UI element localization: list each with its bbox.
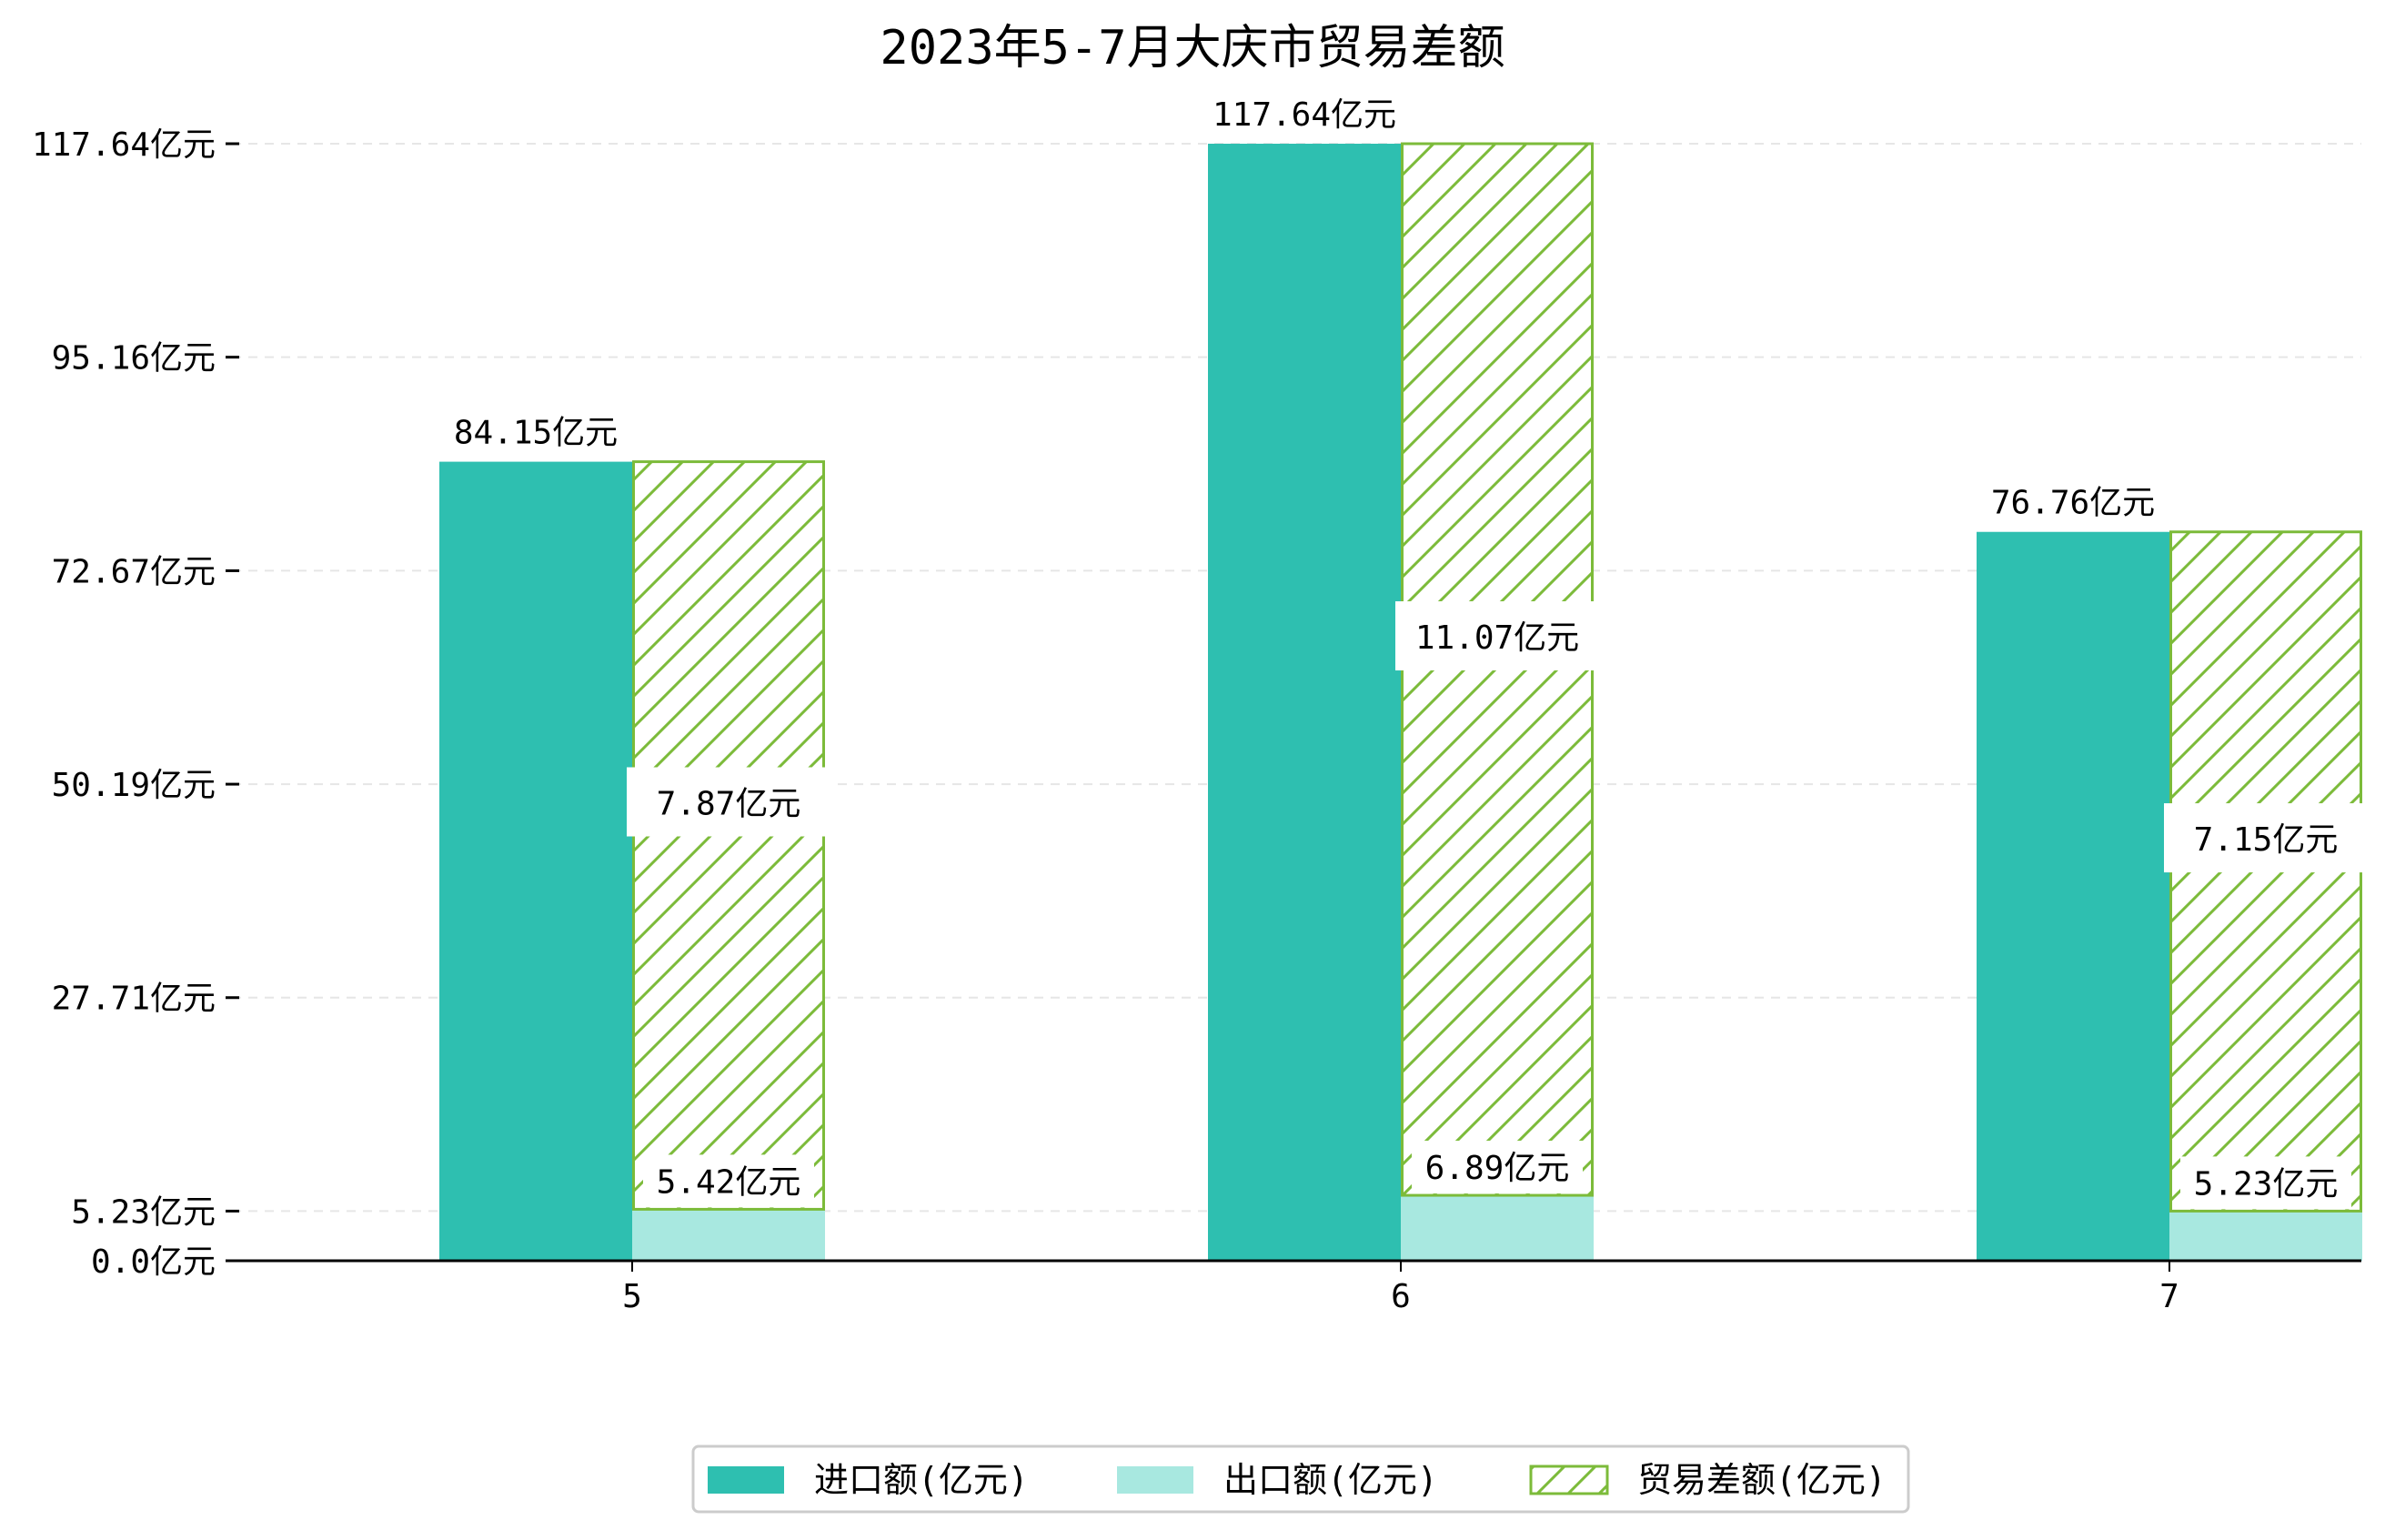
data-label-export: 5.42亿元 [657,1163,801,1201]
chart-title: 2023年5-7月大庆市贸易差额 [880,21,1504,75]
data-label-box [2180,1156,2351,1210]
bar-import [439,461,632,1261]
data-label-box [627,767,830,837]
data-label-balance: 7.15亿元 [2194,821,2339,859]
legend-label: 贸易差额(亿元) [1637,1460,1887,1500]
x-tick-label: 6 [1391,1278,1411,1315]
axes-layer: 0.0亿元 5.23亿元 27.71亿元 50.19亿元 72.67亿元 95.16亿元 1… [32,126,2361,1315]
y-tick-label: 0.0亿元 [91,1243,216,1281]
y-tick-label: 27.71亿元 [52,981,216,1018]
data-label-import: 117.64亿元 [1213,96,1396,134]
legend-label: 进口额(亿元) [814,1460,1029,1500]
bar-import [1208,144,1401,1261]
data-label-box [2164,803,2368,873]
legend-swatch [1529,1465,1609,1495]
legend-label: 出口额(亿元) [1223,1460,1438,1500]
labels-layer: 84.15亿元 5.42亿元 7.87亿元 117.64亿元 6.89亿元 11.07亿元… [454,96,2368,1210]
data-label-export: 5.23亿元 [2194,1165,2339,1203]
legend: 进口额(亿元) 出口额(亿元) 贸易差额(亿元) [691,1444,1910,1514]
bar-export [2169,1211,2362,1261]
data-label-export: 6.89亿元 [1425,1150,1570,1187]
legend-swatch [1117,1466,1193,1494]
x-tick-label: 7 [2159,1278,2179,1315]
data-label-balance: 11.07亿元 [1415,619,1579,657]
legend-frame [691,1444,1910,1514]
bar-import [1977,531,2169,1261]
y-tick-label: 5.23亿元 [71,1193,216,1231]
y-tick-label: 50.19亿元 [52,767,216,804]
data-label-box [1412,1141,1583,1194]
x-tick-label: 5 [622,1278,642,1315]
data-label-box [1395,601,1599,671]
bar-export [632,1209,825,1261]
data-label-import: 76.76亿元 [1991,485,2155,522]
data-label-balance: 7.87亿元 [657,786,801,823]
legend-swatch [708,1466,784,1494]
y-tick-label: 95.16亿元 [52,340,216,377]
data-label-box [643,1154,814,1208]
bars-layer [439,142,2362,1261]
bar-export [1401,1195,1594,1261]
data-label-import: 84.15亿元 [454,415,618,452]
y-tick-label: 117.64亿元 [32,126,216,164]
y-tick-label: 72.67亿元 [52,553,216,590]
